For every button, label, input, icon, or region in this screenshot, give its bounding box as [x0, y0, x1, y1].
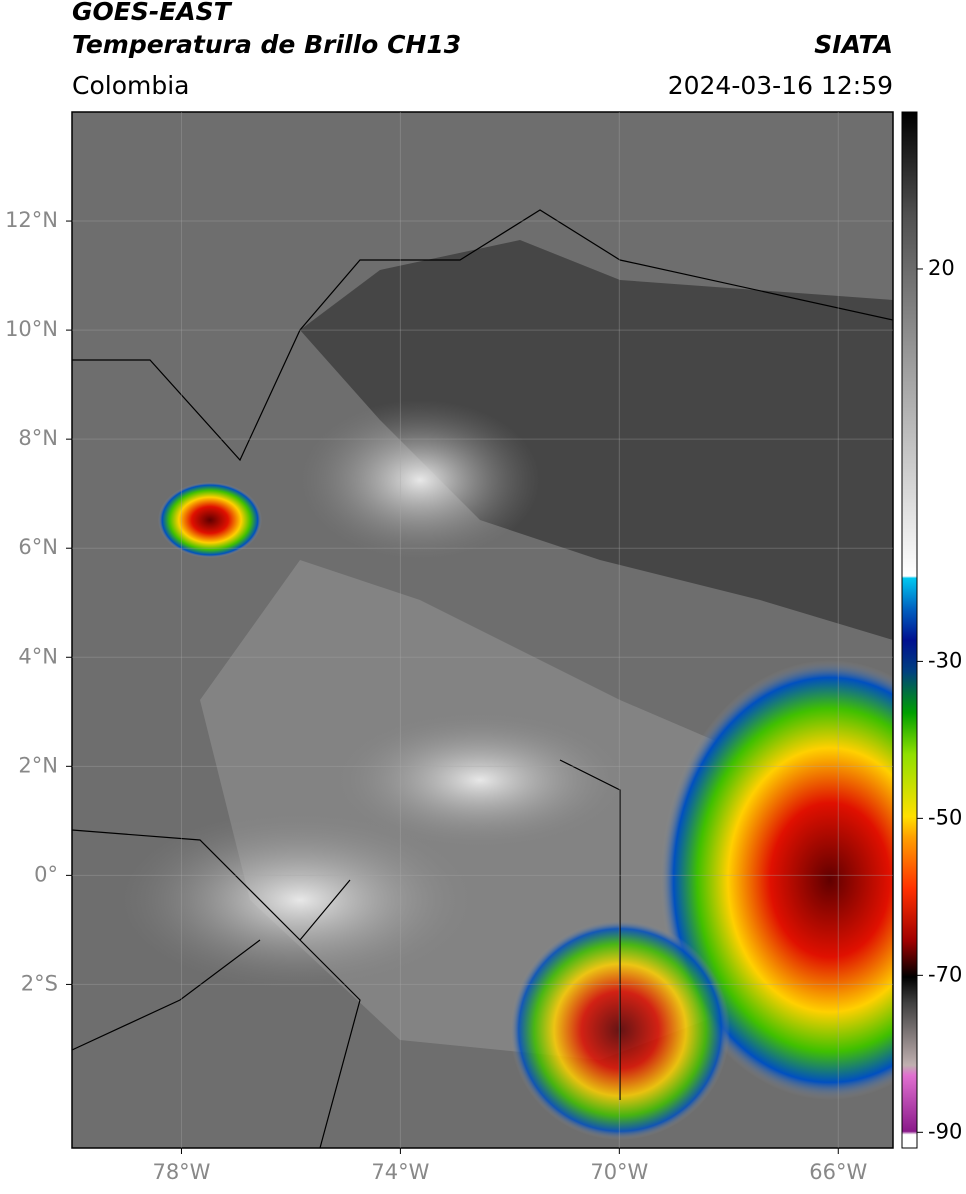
region: Colombia	[72, 71, 189, 100]
subtitle: Temperatura de Brillo CH13	[72, 30, 461, 59]
y-tick-label: 8°N	[18, 426, 58, 450]
y-tick-label: 4°N	[18, 644, 58, 668]
map-frame	[71, 111, 894, 1149]
x-tick-label: 66°W	[809, 1160, 867, 1184]
colorbar-label: -50	[928, 805, 962, 829]
colorbar-label: 20	[928, 256, 955, 280]
y-tick-label: 10°N	[5, 317, 58, 341]
y-tick-label: 2°S	[21, 971, 58, 995]
datetime: 2024-03-16 12:59	[668, 71, 893, 100]
colorbar	[901, 111, 918, 1149]
colorbar-label: -30	[928, 648, 962, 672]
x-tick-label: 74°W	[371, 1160, 429, 1184]
y-tick-label: 12°N	[5, 208, 58, 232]
colorbar-label: -70	[928, 962, 962, 986]
y-tick-label: 6°N	[18, 535, 58, 559]
y-tick-label: 0°	[34, 862, 58, 886]
x-tick-label: 78°W	[152, 1160, 210, 1184]
satellite-image	[72, 112, 893, 1148]
source: SIATA	[814, 30, 893, 59]
title: GOES-EAST	[72, 0, 233, 26]
colorbar-label: -90	[928, 1119, 962, 1143]
y-tick-label: 2°N	[18, 753, 58, 777]
x-tick-label: 70°W	[590, 1160, 648, 1184]
